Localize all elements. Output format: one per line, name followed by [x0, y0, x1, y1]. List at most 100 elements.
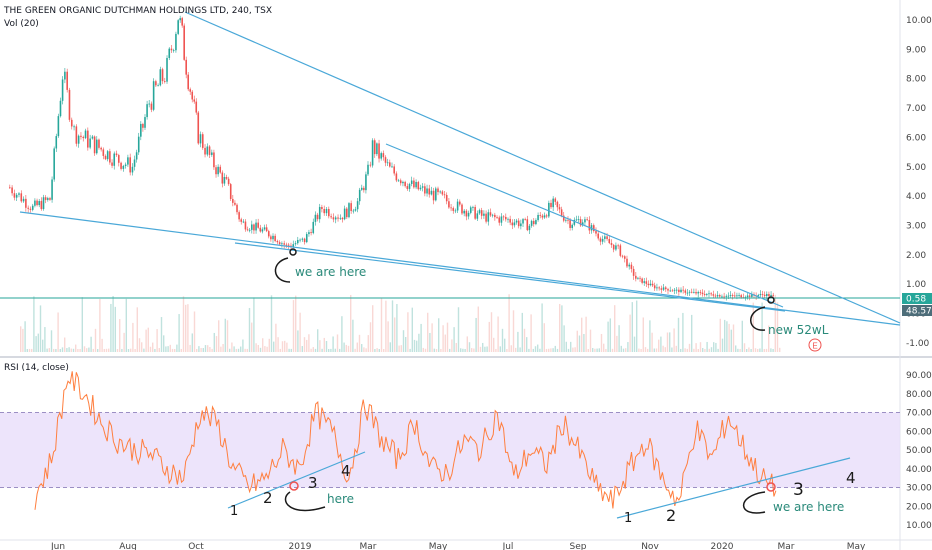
volume-bar	[141, 342, 143, 352]
price-candle	[626, 258, 628, 267]
volume-bar	[433, 348, 435, 352]
volume-bar	[187, 304, 189, 352]
price-candle	[623, 256, 626, 259]
volume-bar	[556, 348, 559, 352]
price-candle	[595, 231, 597, 234]
volume-bar	[651, 332, 653, 352]
volume-bar	[55, 348, 57, 352]
volume-bar	[147, 327, 149, 352]
volume-bar	[281, 341, 284, 352]
symbol-title[interactable]: THE GREEN ORGANIC DUTCHMAN HOLDINGS LTD,…	[4, 6, 272, 16]
volume-bar	[759, 348, 761, 352]
price-candle	[541, 215, 544, 218]
price-candle	[133, 159, 136, 167]
volume-bar	[178, 314, 180, 352]
price-candle	[287, 244, 290, 246]
price-candle	[328, 208, 330, 217]
volume-bar	[607, 321, 609, 352]
annotation-num-4a: 4	[341, 462, 351, 480]
price-candle	[189, 89, 192, 92]
price-candle	[489, 212, 492, 216]
price-candle	[428, 188, 431, 195]
volume-bar	[94, 328, 97, 352]
volume-bar	[114, 306, 116, 352]
volume-bar	[354, 348, 356, 352]
price-candle	[413, 180, 415, 188]
price-candle	[305, 234, 308, 243]
time-axis[interactable]: Jun Aug Oct 2019 Mar May Jul Sep Nov 2020 Mar May	[50, 542, 866, 550]
volume-bar	[42, 339, 44, 352]
price-candle	[330, 216, 332, 218]
volume-bar	[108, 348, 110, 352]
annotation-new-52wl: new 52wL	[768, 323, 829, 337]
price-candle	[532, 220, 535, 225]
price-candle	[656, 287, 658, 289]
volume-bar	[81, 297, 83, 352]
price-candle	[417, 181, 420, 190]
price-candle	[653, 285, 656, 289]
price-candle	[461, 204, 463, 214]
annotation-num-2b: 2	[666, 506, 676, 525]
price-candle	[708, 293, 710, 295]
price-candle	[404, 181, 406, 187]
price-candle	[197, 112, 200, 144]
earnings-marker[interactable]: E	[808, 338, 822, 352]
price-candle	[40, 201, 43, 210]
price-candle	[703, 294, 706, 295]
price-candle	[354, 209, 357, 211]
price-candle	[170, 48, 173, 51]
volume-bar	[116, 348, 119, 352]
volume-bar	[686, 348, 688, 352]
volume-bar	[517, 331, 519, 352]
volume-bar	[563, 325, 565, 352]
price-candle	[161, 69, 164, 82]
volume-bar	[460, 348, 462, 352]
volume-bar	[308, 334, 310, 352]
price-candle	[432, 190, 435, 201]
volume-bar	[422, 347, 424, 352]
time-tick-label: Nov	[641, 542, 659, 550]
price-candle	[537, 214, 539, 221]
price-candle	[515, 220, 518, 223]
rsi-tick-label: 60.00	[906, 427, 932, 437]
volume-bar	[292, 300, 295, 352]
volume-bar	[363, 347, 365, 352]
volume-bar	[130, 348, 132, 352]
volume-bar	[730, 329, 732, 352]
price-candle	[757, 295, 760, 297]
price-candle	[321, 206, 323, 209]
price-candle	[113, 153, 116, 166]
price-candle	[579, 219, 582, 226]
volume-bar	[501, 328, 504, 352]
volume-bar	[592, 348, 594, 352]
volume-bar	[706, 341, 708, 352]
price-candle	[391, 166, 393, 168]
rsi-label[interactable]: RSI (14, close)	[4, 363, 69, 373]
volume-bar	[589, 329, 592, 352]
volume-label[interactable]: Vol (20)	[4, 19, 39, 29]
price-candle	[421, 186, 424, 188]
rsi-axis[interactable]: 90.00 80.00 70.00 60.00 50.00 40.00 30.00 20.00…	[906, 371, 932, 531]
price-candle	[592, 225, 595, 232]
price-candle	[246, 229, 249, 231]
volume-bar	[255, 343, 257, 352]
volume-bar	[367, 335, 369, 352]
volume-bar	[402, 330, 405, 352]
volume-bar	[504, 338, 506, 352]
price-candle	[223, 177, 226, 184]
price-candle	[25, 198, 27, 208]
price-candle	[686, 292, 689, 294]
price-candle	[234, 202, 236, 205]
price-candle	[573, 219, 576, 225]
price-candle	[671, 290, 674, 292]
volume-bar	[532, 348, 534, 352]
price-candle	[124, 164, 127, 166]
price-candle	[382, 153, 385, 158]
volume-bar	[90, 336, 92, 352]
volume-bar	[391, 300, 394, 352]
time-tick-label: May	[429, 542, 448, 550]
annotation-num-4b: 4	[846, 469, 856, 487]
volume-bar	[33, 296, 35, 352]
volume-bar	[110, 303, 112, 352]
price-candle	[452, 208, 455, 211]
